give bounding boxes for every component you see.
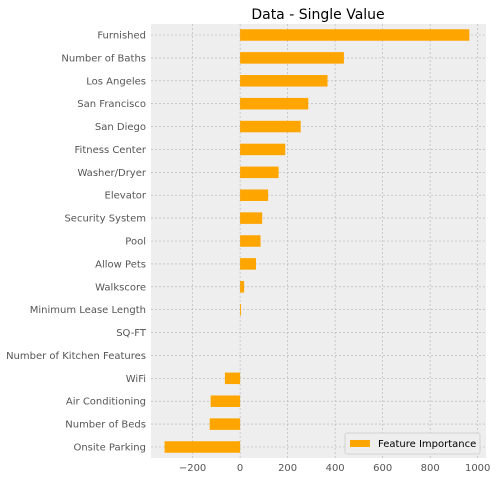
bar [210,395,241,407]
y-tick-label: Air Conditioning [66,397,146,408]
bar [240,75,328,87]
y-tick-label: Number of Baths [61,53,146,64]
y-tick-label: Allow Pets [95,259,146,270]
bar [240,143,286,156]
x-tick-label: 800 [421,463,440,474]
y-tick-label: Minimum Lease Length [30,305,146,316]
bar [240,258,257,270]
bar [240,52,344,64]
bar [224,372,241,385]
x-tick-label: 0 [237,463,243,474]
bar [240,97,309,110]
x-tick-labels: −200 0 200 400 600 800 1000 [179,463,491,474]
x-tick-label: 200 [278,463,297,474]
legend-label: Feature Importance [378,439,476,450]
y-tick-label: Furnished [97,31,146,42]
y-tick-label: San Francisco [77,99,146,110]
bar [209,418,241,430]
x-tick-label: −200 [179,463,206,474]
legend: Feature Importance [344,432,481,455]
y-tick-label: Onsite Parking [73,443,146,454]
y-tick-label: Walkscore [95,282,146,293]
bar [240,166,279,179]
x-tick-label: 400 [326,463,345,474]
bar [240,303,242,316]
y-tick-label: San Diego [95,122,146,133]
y-tick-label: Security System [64,214,146,225]
bar [240,29,470,41]
y-tick-labels: Furnished Number of Baths Los Angeles San F… [6,31,147,454]
legend-swatch [350,440,370,447]
bar [240,189,269,201]
bar [164,441,241,453]
y-tick-label: WiFi [126,374,146,385]
bar [240,212,263,224]
y-tick-label: Number of Beds [65,420,146,431]
x-tick-label: 1000 [465,463,490,474]
bars [164,29,470,453]
bar [240,235,261,247]
y-tick-label: Washer/Dryer [77,168,146,179]
y-tick-label: Fitness Center [75,145,147,156]
y-tick-label: Los Angeles [86,76,146,87]
y-tick-label: SQ-FT [116,328,147,339]
y-tick-label: Number of Kitchen Features [6,351,146,362]
legend-box [344,432,481,455]
bar [240,120,301,133]
bar [240,281,245,293]
x-tick-label: 600 [373,463,392,474]
chart-title: Data - Single Value [251,7,384,23]
y-tick-label: Elevator [105,191,147,202]
y-tick-label: Pool [125,237,146,248]
